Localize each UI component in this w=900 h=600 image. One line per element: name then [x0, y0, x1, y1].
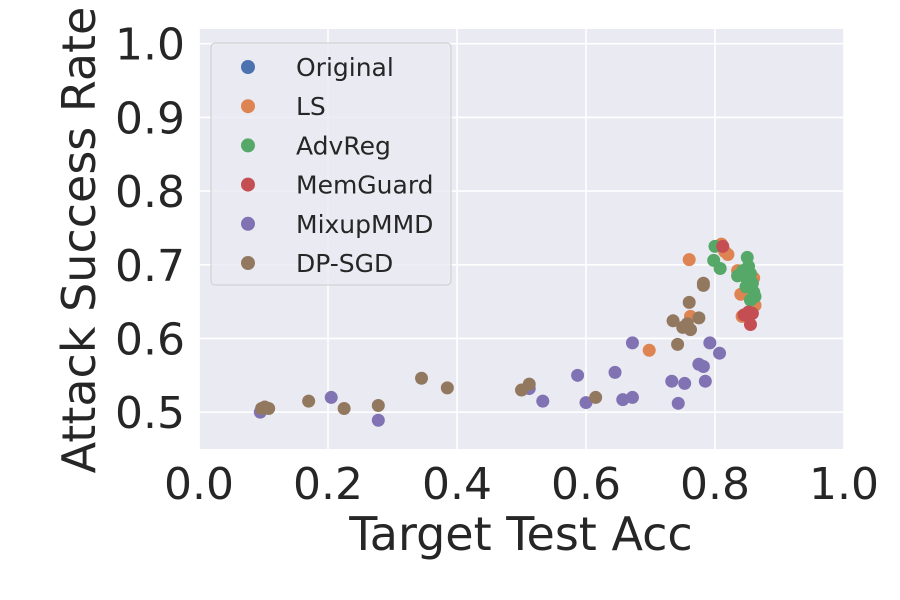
point-dp-sgd	[692, 311, 706, 325]
y-axis-label: Attack Success Rate	[52, 7, 106, 474]
point-ls	[682, 253, 696, 267]
x-tick-label: 0.8	[680, 459, 750, 510]
y-tick-label: 0.7	[115, 241, 185, 292]
legend-marker-mixupmmd	[241, 216, 255, 231]
y-tick-label: 1.0	[115, 20, 185, 71]
legend-label-dp-sgd: DP-SGD	[296, 249, 393, 278]
point-advreg	[739, 280, 753, 294]
point-dp-sgd	[337, 401, 351, 415]
point-dp-sgd	[302, 394, 316, 408]
point-dp-sgd	[682, 295, 696, 309]
point-dp-sgd	[696, 278, 710, 292]
legend-label-memguard: MemGuard	[296, 171, 434, 200]
point-mixupmmd	[536, 394, 550, 408]
y-tick-label: 0.8	[115, 167, 185, 218]
point-memguard	[716, 239, 730, 253]
point-advreg	[707, 253, 721, 267]
point-mixupmmd	[713, 346, 727, 360]
x-tick-label: 0.6	[551, 459, 621, 510]
point-mixupmmd	[608, 365, 622, 379]
point-mixupmmd	[571, 368, 585, 382]
legend-marker-memguard	[241, 177, 255, 192]
legend-box	[210, 42, 452, 286]
point-mixupmmd	[579, 396, 593, 410]
point-mixupmmd	[665, 374, 679, 388]
point-dp-sgd	[415, 371, 429, 385]
legend-label-original: Original	[296, 53, 394, 82]
point-mixupmmd	[625, 390, 639, 404]
point-dp-sgd	[671, 337, 685, 351]
point-dp-sgd	[262, 401, 276, 415]
x-tick-label: 1.0	[809, 459, 879, 510]
point-dp-sgd	[371, 399, 385, 413]
point-mixupmmd	[698, 374, 712, 388]
legend-label-advreg: AdvReg	[296, 131, 391, 160]
x-tick-label: 0.2	[293, 459, 363, 510]
point-memguard	[745, 306, 759, 320]
y-tick-labels: 0.5 0.6 0.7 0.8 0.9 1.0	[115, 20, 185, 439]
legend-label-ls: LS	[296, 92, 326, 121]
point-ls	[642, 343, 656, 357]
point-mixupmmd	[625, 336, 639, 350]
x-tick-labels: 0.0 0.2 0.4 0.6 0.8 1.0	[164, 459, 879, 510]
legend-marker-advreg	[241, 138, 255, 153]
point-mixupmmd	[696, 359, 710, 373]
point-dp-sgd	[683, 323, 697, 337]
point-mixupmmd	[671, 396, 685, 410]
legend-marker-dp-sgd	[241, 256, 255, 270]
data-points	[253, 237, 762, 427]
legend: Original LS AdvReg MemGuard MixupMMD DP-SGD	[210, 42, 452, 286]
legend-label-mixupmmd: MixupMMD	[296, 210, 433, 239]
point-mixupmmd	[703, 336, 717, 350]
point-mixupmmd	[324, 390, 338, 404]
point-mixupmmd	[371, 413, 385, 427]
point-dp-sgd	[440, 381, 454, 395]
x-axis-label: Target Test Acc	[348, 507, 692, 561]
point-mixupmmd	[678, 376, 692, 390]
point-mixupmmd	[616, 393, 630, 407]
legend-marker-original	[241, 60, 255, 74]
legend-marker-ls	[241, 99, 255, 114]
y-tick-label: 0.5	[115, 388, 185, 439]
x-tick-label: 0.4	[422, 459, 492, 510]
y-tick-label: 0.9	[115, 93, 185, 144]
point-advreg	[743, 293, 757, 307]
point-memguard	[743, 317, 757, 331]
point-dp-sgd	[522, 377, 536, 391]
x-tick-label: 0.0	[164, 459, 234, 510]
y-tick-label: 0.6	[115, 314, 185, 365]
point-dp-sgd	[589, 390, 603, 404]
point-dp-sgd	[666, 314, 680, 328]
